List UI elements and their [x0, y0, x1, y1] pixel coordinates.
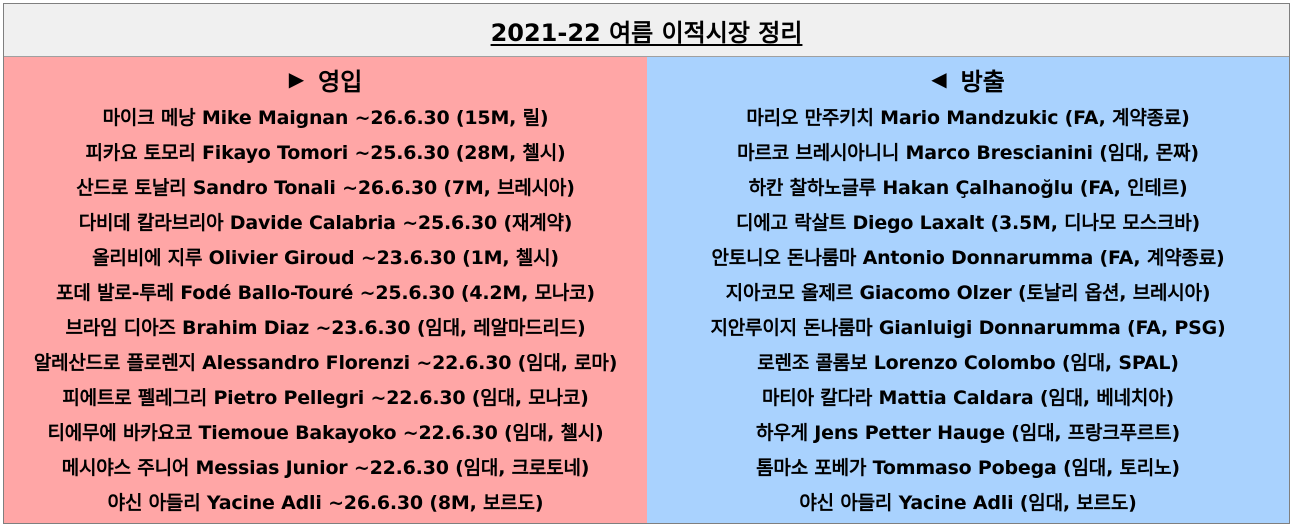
list-item: 마이크 메낭 Mike Maignan ~26.6.30 (15M, 릴)	[102, 107, 549, 129]
list-item: 메시야스 주니어 Messias Junior ~22.6.30 (임대, 크로…	[61, 457, 590, 479]
outgoing-column: ◀ 방출 마리오 만주키치 Mario Mandzukic (FA, 계약종료)…	[647, 57, 1289, 523]
transfer-summary-table: 2021-22 여름 이적시장 정리 ▶ 영입 마이크 메낭 Mike Maig…	[3, 3, 1290, 524]
incoming-header: ▶ 영입	[4, 57, 647, 101]
incoming-list: 마이크 메낭 Mike Maignan ~26.6.30 (15M, 릴) 피카…	[4, 101, 647, 521]
list-item: 지아코모 올제르 Giacomo Olzer (토날리 옵션, 브레시아)	[725, 282, 1211, 304]
list-item: 마르코 브레시아니니 Marco Brescianini (임대, 몬짜)	[737, 142, 1199, 164]
list-item: 올리비에 지루 Olivier Giroud ~23.6.30 (1M, 첼시)	[92, 247, 559, 269]
list-item: 톰마소 포베가 Tommaso Pobega (임대, 토리노)	[756, 457, 1180, 479]
outgoing-header: ◀ 방출	[647, 57, 1289, 101]
outgoing-list: 마리오 만주키치 Mario Mandzukic (FA, 계약종료) 마르코 …	[647, 101, 1289, 521]
title-row: 2021-22 여름 이적시장 정리	[4, 4, 1289, 57]
list-item: 안토니오 돈나룸마 Antonio Donnarumma (FA, 계약종료)	[711, 247, 1225, 269]
list-item: 알레산드로 플로렌지 Alessandro Florenzi ~22.6.30 …	[33, 352, 618, 374]
list-item: 로렌조 콜롬보 Lorenzo Colombo (임대, SPAL)	[757, 352, 1179, 374]
incoming-header-label: 영입	[318, 67, 363, 96]
list-item: 야신 아들리 Yacine Adli (임대, 보르도)	[799, 492, 1137, 514]
list-item: 마리오 만주키치 Mario Mandzukic (FA, 계약종료)	[746, 107, 1190, 129]
list-item: 브라임 디아즈 Brahim Diaz ~23.6.30 (임대, 레알마드리드…	[65, 317, 586, 339]
list-item: 피카요 토모리 Fikayo Tomori ~25.6.30 (28M, 첼시)	[85, 142, 566, 164]
outgoing-header-label: 방출	[960, 67, 1005, 96]
page-title: 2021-22 여름 이적시장 정리	[490, 18, 803, 47]
list-item: 하칸 찰하노글루 Hakan Çalhanoğlu (FA, 인테르)	[748, 177, 1188, 199]
list-item: 하우게 Jens Petter Hauge (임대, 프랑크푸르트)	[756, 422, 1180, 444]
list-item: 티에무에 바카요코 Tiemoue Bakayoko ~22.6.30 (임대,…	[47, 422, 604, 444]
list-item: 피에트로 펠레그리 Pietro Pellegri ~22.6.30 (임대, …	[62, 387, 589, 409]
list-item: 마티아 칼다라 Mattia Caldara (임대, 베네치아)	[762, 387, 1174, 409]
list-item: 야신 아들리 Yacine Adli ~26.6.30 (8M, 보르도)	[107, 492, 544, 514]
play-right-icon: ▶	[288, 67, 305, 91]
list-item: 디에고 락살트 Diego Laxalt (3.5M, 디나모 모스크바)	[735, 212, 1201, 234]
list-item: 산드로 토날리 Sandro Tonali ~26.6.30 (7M, 브레시아…	[76, 177, 575, 199]
list-item: 포데 발로-투레 Fodé Ballo-Touré ~25.6.30 (4.2M…	[56, 282, 595, 304]
play-left-icon: ◀	[931, 67, 947, 91]
incoming-column: ▶ 영입 마이크 메낭 Mike Maignan ~26.6.30 (15M, …	[4, 57, 647, 523]
list-item: 지안루이지 돈나룸마 Gianluigi Donnarumma (FA, PSG…	[710, 317, 1226, 339]
list-item: 다비데 칼라브리아 Davide Calabria ~25.6.30 (재계약)	[78, 212, 573, 234]
